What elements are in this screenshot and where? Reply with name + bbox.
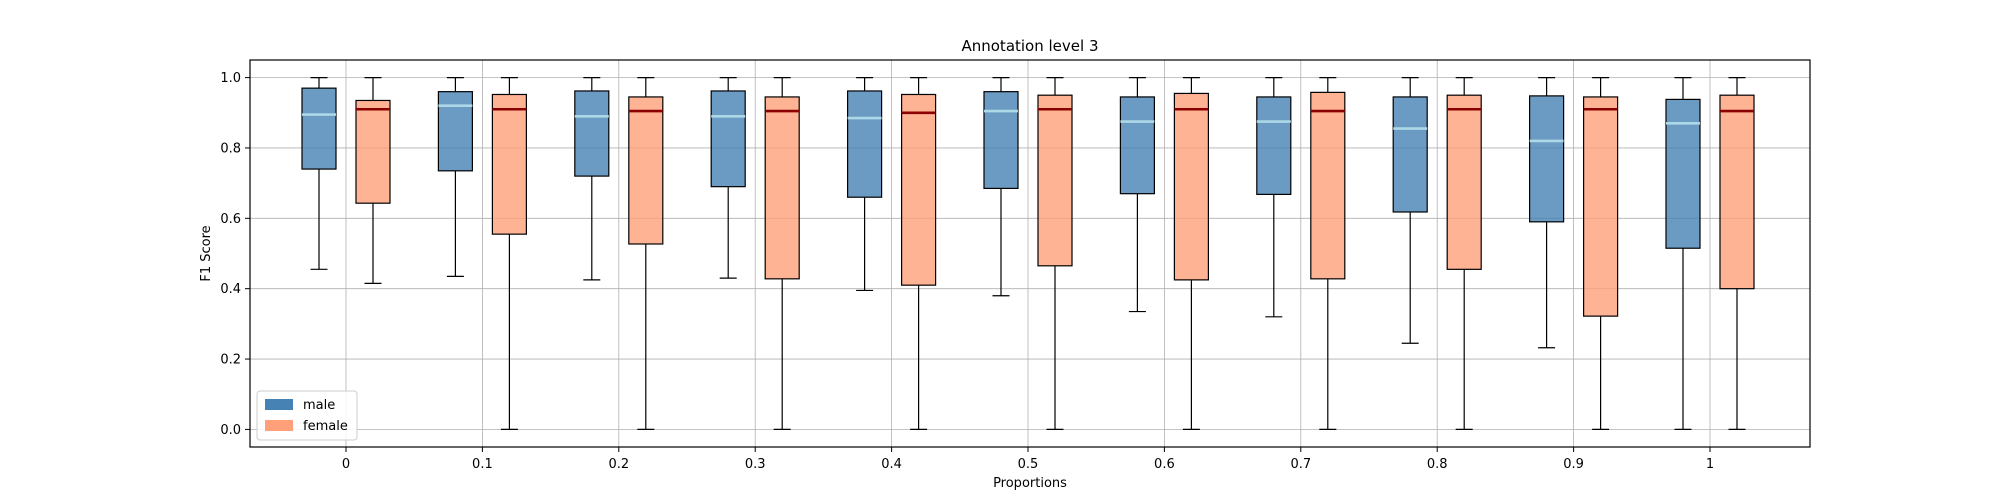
male-box-group — [1665, 76, 1701, 431]
x-tick-label: 1 — [1706, 457, 1714, 472]
male-box-group — [301, 76, 337, 270]
y-tick-label: 0.8 — [220, 141, 241, 156]
male-iqr-box — [1119, 96, 1156, 195]
female-box-group — [1582, 76, 1619, 431]
legend-swatch-female — [265, 420, 293, 431]
y-tick-label: 1.0 — [220, 71, 241, 86]
female-iqr-box — [900, 93, 937, 286]
x-tick-label: 0.8 — [1427, 457, 1448, 472]
male-box-group — [983, 76, 1019, 297]
female-box-group — [1037, 76, 1073, 431]
plot-frame — [249, 59, 1811, 448]
female-iqr-box — [1310, 91, 1346, 280]
legend-label-male: male — [303, 398, 335, 413]
x-tick-label: 0 — [342, 457, 350, 472]
female-box-group — [1446, 76, 1482, 431]
female-box-group — [764, 76, 800, 431]
male-box-group — [1392, 76, 1428, 344]
x-tick-label: 0.3 — [745, 457, 766, 472]
male-iqr-box — [1665, 98, 1701, 249]
male-iqr-box — [846, 90, 883, 198]
male-iqr-box — [983, 91, 1019, 190]
y-tick-label: 0.2 — [220, 353, 241, 368]
female-iqr-box — [1173, 92, 1210, 281]
male-iqr-box — [1392, 96, 1428, 213]
female-box-group — [1719, 76, 1755, 431]
y-tick-label: 0.0 — [220, 423, 241, 438]
y-axis-label: F1 Score — [199, 225, 214, 281]
male-box-group — [710, 76, 746, 279]
female-iqr-box — [1582, 96, 1619, 317]
female-box-group — [628, 76, 664, 431]
female-iqr-box — [1719, 94, 1755, 290]
female-iqr-box — [1446, 94, 1482, 270]
male-iqr-box — [1256, 96, 1292, 195]
female-box-group — [355, 76, 391, 285]
male-box-group — [1528, 76, 1565, 349]
female-iqr-box — [1037, 94, 1073, 267]
female-iqr-box — [491, 93, 527, 235]
male-iqr-box — [437, 91, 473, 172]
legend: male female — [256, 390, 358, 441]
female-box-group — [491, 76, 527, 431]
female-iqr-box — [764, 96, 800, 280]
x-tick-label: 0.1 — [472, 457, 493, 472]
male-box-group — [846, 76, 883, 292]
y-tick-label: 0.4 — [220, 282, 241, 297]
male-box-group — [437, 76, 473, 277]
male-iqr-box — [574, 90, 610, 177]
legend-label-female: female — [303, 419, 348, 434]
legend-swatch-male — [265, 399, 293, 410]
female-iqr-box — [628, 96, 664, 245]
female-box-group — [900, 76, 937, 431]
chart-title: Annotation level 3 — [961, 37, 1098, 55]
female-iqr-box — [355, 99, 391, 204]
x-tick-label: 0.6 — [1154, 457, 1175, 472]
male-box-group — [1256, 76, 1292, 318]
male-iqr-box — [1528, 95, 1565, 223]
x-axis-label: Proportions — [993, 476, 1067, 491]
tick-layer: 0.0 0.2 0.4 0.6 0.8 1.0 0 0.1 0.2 0.3 0.4 0.5 0.6 0.7… — [220, 71, 1714, 472]
male-iqr-box — [301, 87, 337, 170]
x-tick-label: 0.7 — [1290, 457, 1311, 472]
x-tick-label: 0.4 — [881, 457, 902, 472]
x-tick-label: 0.2 — [608, 457, 629, 472]
male-iqr-box — [710, 90, 746, 188]
box-layer — [301, 76, 1755, 431]
grid-layer — [250, 60, 1810, 447]
female-box-group — [1173, 76, 1210, 431]
female-box-group — [1310, 76, 1346, 431]
y-tick-label: 0.6 — [220, 212, 241, 227]
x-tick-label: 0.5 — [1018, 457, 1039, 472]
x-tick-label: 0.9 — [1563, 457, 1584, 472]
male-box-group — [1119, 76, 1156, 313]
male-box-group — [574, 76, 610, 281]
